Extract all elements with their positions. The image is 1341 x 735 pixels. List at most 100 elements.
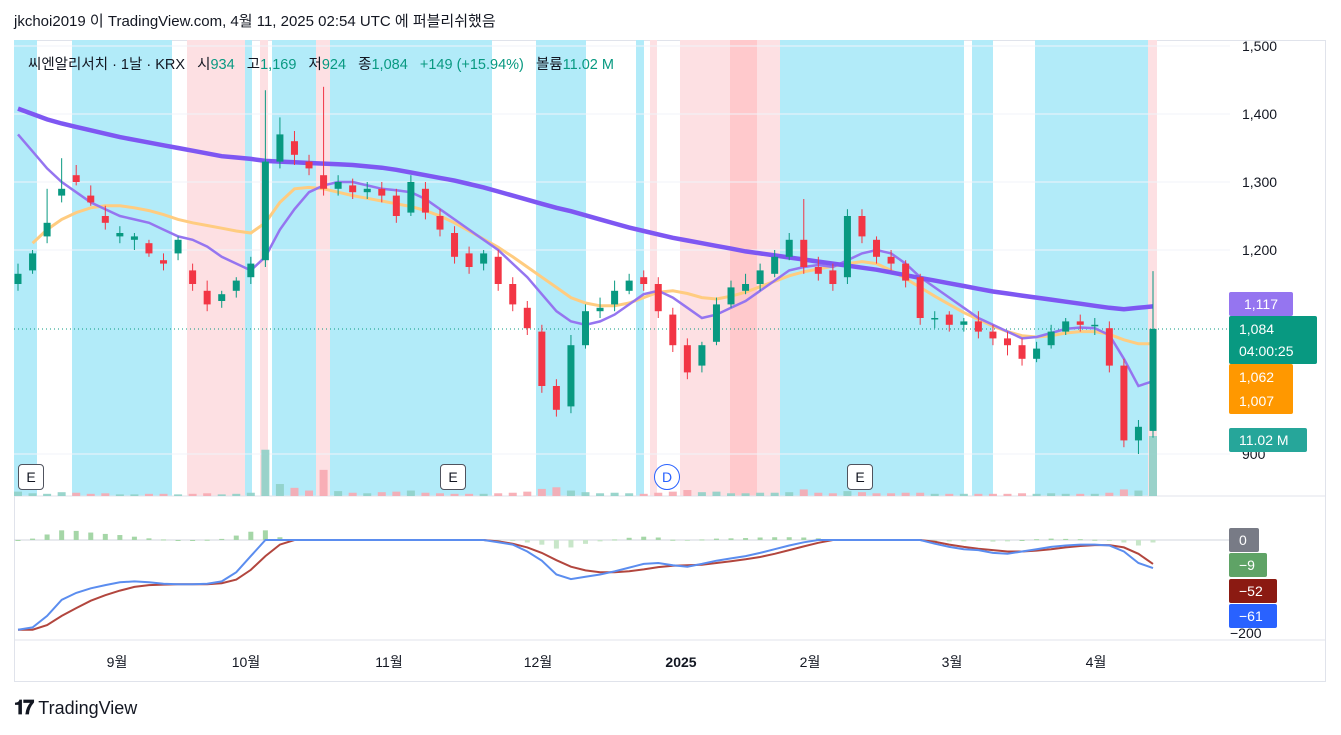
- session-band: [330, 40, 492, 496]
- candle-body: [902, 263, 910, 281]
- macd-histogram-bar: [277, 537, 283, 540]
- candle-body: [1134, 426, 1142, 441]
- volume-bar: [43, 493, 52, 496]
- macd-histogram-bar: [510, 540, 516, 541]
- macd-histogram-bar: [641, 536, 647, 540]
- macd-histogram-bar: [30, 538, 36, 540]
- volume-bar: [363, 493, 372, 496]
- volume-bar: [872, 493, 881, 496]
- x-tick-label: 10월: [232, 654, 260, 670]
- candle-body: [960, 321, 968, 325]
- macd-histogram-bar: [15, 540, 21, 541]
- macd-histogram-bar: [655, 537, 661, 540]
- volume-bar: [115, 494, 124, 496]
- candle-body: [465, 253, 473, 267]
- session-band: [272, 40, 295, 496]
- macd-histogram-bar: [728, 538, 734, 540]
- volume-bar: [101, 493, 110, 496]
- volume-bar: [188, 493, 197, 496]
- candle-body: [276, 134, 284, 162]
- volume-bar: [406, 490, 415, 496]
- macd-histogram-bar: [713, 538, 719, 540]
- volume-bar: [712, 491, 721, 496]
- candle-body: [1018, 345, 1026, 359]
- candle-body: [305, 161, 313, 169]
- macd-histogram-bar: [73, 530, 79, 540]
- volume-bar: [930, 493, 939, 496]
- macd-histogram-bar: [1092, 539, 1098, 541]
- x-tick-label: 3월: [942, 654, 963, 670]
- x-tick-label: 11월: [375, 654, 402, 670]
- volume-bar: [887, 493, 896, 496]
- session-band: [757, 40, 780, 496]
- volume-bar: [727, 493, 736, 496]
- macd-histogram-bar: [59, 530, 65, 540]
- x-tick-label: 2월: [800, 654, 821, 670]
- candle-body: [58, 188, 66, 196]
- candle-body: [334, 182, 342, 189]
- volume-bar: [552, 487, 561, 496]
- volume-bar: [319, 469, 328, 496]
- tradingview-logo[interactable]: 𝟏𝟕 TradingView: [14, 697, 137, 720]
- candle-body: [1105, 328, 1113, 366]
- macd-histogram-bar: [786, 537, 792, 540]
- volume-bar: [988, 493, 997, 496]
- volume-bar: [1090, 493, 1099, 496]
- candle-body: [349, 185, 357, 193]
- volume-bar: [334, 491, 343, 496]
- macd-histogram-bar: [757, 537, 763, 540]
- dividend-marker[interactable]: D: [654, 464, 680, 490]
- background-bands: [14, 40, 1157, 496]
- volume-bar: [246, 492, 255, 496]
- macd-histogram-bar: [946, 540, 952, 542]
- volume-bar: [1047, 493, 1056, 496]
- macd-histogram-bar: [88, 532, 94, 540]
- candle-body: [261, 161, 269, 261]
- macd-histogram-bar: [1019, 540, 1025, 541]
- macd-histogram-bar: [553, 540, 559, 549]
- earnings-marker[interactable]: E: [440, 464, 466, 490]
- macd-histogram-bar: [801, 537, 807, 540]
- candle-body: [654, 284, 662, 312]
- volume-bar: [1061, 493, 1070, 496]
- volume-bar: [799, 489, 808, 496]
- macd-histogram-bar: [248, 531, 254, 540]
- macd-histogram-bar: [743, 538, 749, 540]
- volume-bar: [857, 492, 866, 496]
- macd-histogram-bar: [626, 537, 632, 540]
- earnings-marker[interactable]: E: [847, 464, 873, 490]
- macd-signal-tag: −52: [1229, 579, 1277, 603]
- macd-pane: [15, 530, 1156, 631]
- ma-long-line: [17, 106, 1154, 312]
- candle-body: [290, 141, 298, 155]
- session-band: [72, 40, 172, 496]
- macd-histogram-bar: [1063, 538, 1069, 540]
- volume-bar: [1003, 493, 1012, 496]
- volume-bar: [814, 492, 823, 496]
- volume-bar: [668, 491, 677, 496]
- candle-body: [800, 239, 808, 267]
- macd-line-tag: −61: [1229, 604, 1277, 628]
- x-tick-label: 12월: [524, 654, 552, 670]
- volume-bar: [901, 492, 910, 496]
- candle-body: [363, 188, 371, 193]
- candle-body: [945, 314, 953, 325]
- candle-body: [247, 263, 255, 278]
- candle-body: [14, 273, 22, 284]
- candle-body: [1033, 348, 1041, 359]
- candle-body: [320, 175, 328, 189]
- candle-body: [582, 311, 589, 346]
- macd-histogram-bar: [1135, 540, 1141, 546]
- volume-bar: [465, 493, 474, 496]
- candle-body: [1120, 365, 1128, 441]
- earnings-marker[interactable]: E: [18, 464, 44, 490]
- macd-line: [17, 539, 1154, 631]
- volume-bar: [1119, 489, 1128, 496]
- volume-value: 11.02 M: [562, 57, 614, 73]
- candle-body: [101, 216, 109, 223]
- volume-bar: [639, 493, 648, 496]
- session-band: [260, 40, 268, 496]
- volume-bar: [144, 493, 153, 496]
- macd-histogram-bar: [204, 539, 210, 541]
